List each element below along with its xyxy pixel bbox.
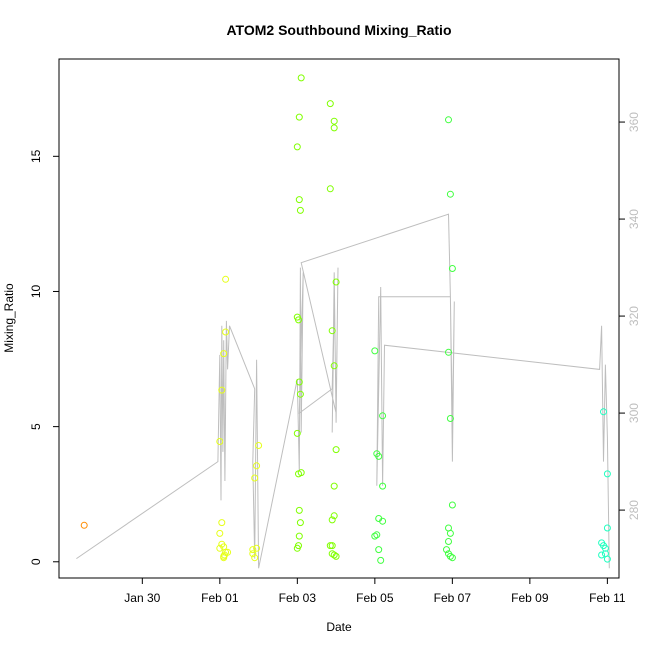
data-point bbox=[295, 532, 303, 540]
x-tick-label: Feb 05 bbox=[356, 591, 394, 605]
data-point bbox=[330, 482, 338, 490]
data-point bbox=[295, 196, 303, 204]
data-point bbox=[371, 532, 379, 540]
data-point bbox=[295, 113, 303, 121]
data-point bbox=[375, 452, 383, 460]
data-point bbox=[216, 438, 224, 445]
data-point bbox=[446, 190, 454, 198]
data-point bbox=[603, 524, 611, 532]
data-point bbox=[379, 482, 387, 490]
x-tick-label: Feb 09 bbox=[511, 591, 549, 605]
data-point bbox=[377, 556, 385, 564]
y-tick-label: 0 bbox=[29, 558, 43, 565]
y2-tick-label: 300 bbox=[627, 403, 641, 423]
x-tick-label: Feb 03 bbox=[279, 591, 317, 605]
data-point bbox=[603, 555, 611, 563]
data-point bbox=[220, 350, 228, 358]
chart-title: ATOM2 Southbound Mixing_Ratio bbox=[226, 22, 451, 38]
data-point bbox=[326, 100, 334, 108]
axes-layer: Jan 30 Feb 01 Feb 03 Feb 05 Feb 07 Feb 09 Feb … bbox=[29, 112, 641, 605]
data-point bbox=[600, 408, 607, 416]
data-point bbox=[224, 548, 232, 556]
data-point bbox=[598, 551, 606, 559]
data-point bbox=[326, 542, 334, 550]
data-point bbox=[80, 521, 88, 529]
data-point bbox=[330, 551, 338, 559]
data-point bbox=[253, 462, 261, 470]
data-point bbox=[332, 446, 340, 454]
data-point bbox=[446, 415, 454, 422]
y2-tick-label: 360 bbox=[627, 112, 641, 132]
data-point bbox=[222, 275, 230, 283]
data-point bbox=[295, 378, 303, 386]
data-point bbox=[375, 546, 383, 554]
data-point bbox=[222, 328, 230, 336]
data-point bbox=[445, 116, 452, 124]
x-tick-label: Feb 01 bbox=[201, 591, 239, 605]
data-point bbox=[446, 529, 454, 537]
data-point bbox=[445, 348, 452, 356]
y2-tick-label: 340 bbox=[627, 209, 641, 229]
data-point bbox=[330, 512, 338, 520]
line-layer bbox=[76, 213, 610, 569]
data-point bbox=[445, 538, 452, 545]
y2-tick-label: 280 bbox=[627, 500, 641, 520]
data-point bbox=[332, 278, 340, 286]
data-point bbox=[297, 74, 305, 82]
data-point bbox=[293, 429, 301, 437]
x-axis-label: Date bbox=[326, 620, 352, 634]
data-point bbox=[332, 552, 340, 560]
data-point bbox=[295, 542, 302, 550]
data-point bbox=[446, 552, 454, 560]
data-point bbox=[220, 543, 228, 551]
data-point bbox=[218, 519, 226, 527]
data-point bbox=[448, 265, 456, 272]
data-point bbox=[371, 347, 379, 355]
data-point bbox=[295, 316, 302, 324]
data-point bbox=[601, 544, 609, 552]
data-point bbox=[603, 470, 611, 478]
data-point bbox=[328, 542, 336, 550]
y-tick-label: 15 bbox=[29, 149, 43, 163]
data-point bbox=[293, 143, 301, 151]
data-point bbox=[448, 554, 456, 562]
data-point bbox=[379, 412, 387, 420]
data-point bbox=[330, 117, 338, 125]
data-point bbox=[379, 517, 387, 525]
points-layer bbox=[80, 74, 611, 564]
data-point bbox=[253, 544, 261, 552]
data-point bbox=[216, 529, 224, 537]
x-tick-label: Jan 30 bbox=[124, 591, 160, 605]
data-point bbox=[373, 531, 381, 539]
data-point bbox=[328, 516, 336, 524]
data-point bbox=[328, 327, 336, 335]
y-axis-label: Mixing_Ratio bbox=[2, 283, 16, 353]
series-line bbox=[76, 213, 610, 569]
data-point bbox=[255, 442, 263, 449]
data-point bbox=[218, 386, 226, 394]
data-point bbox=[448, 501, 456, 509]
data-point bbox=[296, 519, 304, 527]
y-tick-label: 10 bbox=[29, 284, 43, 298]
data-point bbox=[251, 554, 259, 562]
data-point bbox=[296, 390, 304, 398]
data-point bbox=[330, 362, 338, 370]
data-point bbox=[297, 469, 305, 477]
y-tick-label: 5 bbox=[29, 423, 43, 430]
data-point bbox=[220, 554, 228, 562]
data-point bbox=[249, 550, 257, 558]
y2-tick-label: 320 bbox=[627, 306, 641, 326]
data-point bbox=[296, 206, 304, 214]
data-point bbox=[249, 546, 257, 554]
data-point bbox=[330, 124, 338, 132]
data-point bbox=[443, 546, 450, 554]
x-tick-label: Feb 11 bbox=[589, 591, 626, 605]
x-tick-label: Feb 07 bbox=[434, 591, 472, 605]
data-point bbox=[326, 185, 334, 193]
data-point bbox=[251, 474, 259, 482]
data-point bbox=[216, 544, 224, 552]
data-point bbox=[295, 506, 303, 514]
